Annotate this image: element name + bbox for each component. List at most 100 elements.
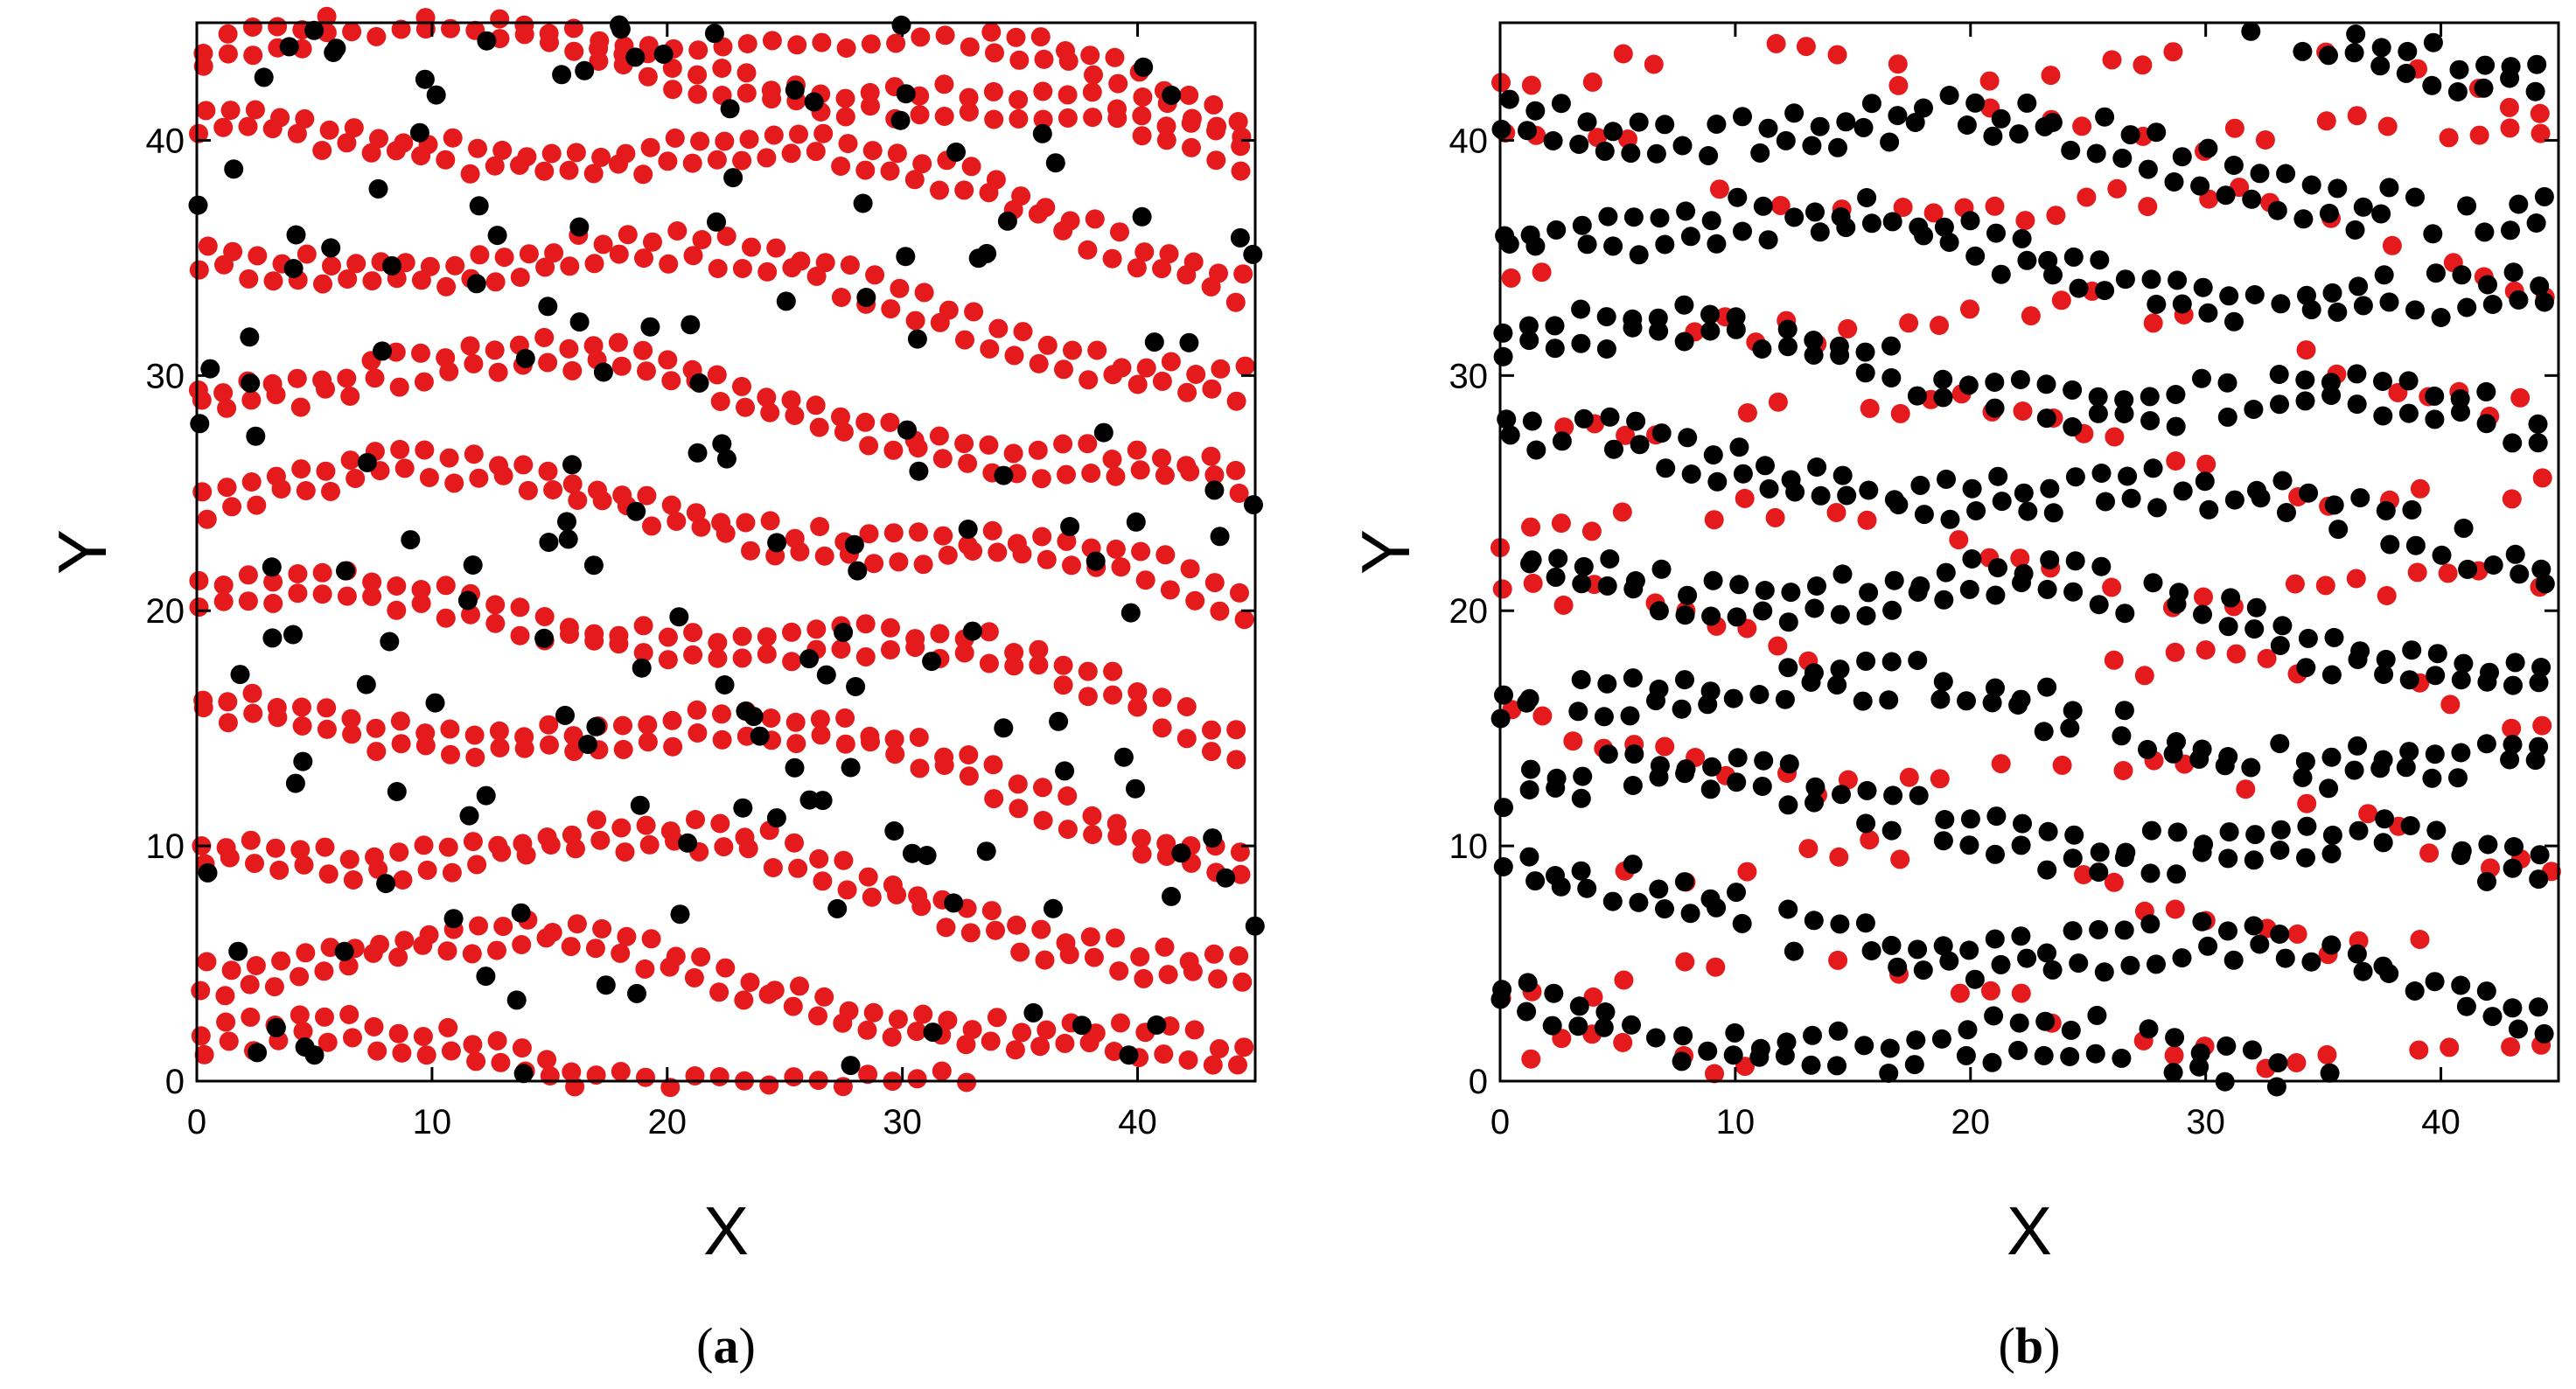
black-particle-point	[2272, 616, 2293, 636]
panel-label-a: (a)	[696, 1317, 756, 1374]
black-particle-point	[1888, 957, 1908, 977]
black-particle-point	[2064, 825, 2084, 845]
red-particle-point	[213, 591, 234, 611]
red-particle-point	[864, 554, 884, 574]
red-particle-point	[660, 1078, 681, 1098]
red-particle-point	[1614, 970, 1634, 990]
red-particle-point	[538, 352, 558, 373]
red-particle-point	[810, 517, 830, 536]
red-particle-point	[1234, 1037, 1254, 1057]
black-particle-point	[2448, 768, 2468, 788]
red-particle-point	[1899, 767, 1919, 787]
red-particle-point	[811, 725, 831, 745]
black-particle-point	[2218, 848, 2238, 869]
black-particle-point	[1936, 562, 1956, 583]
black-particle-point	[2069, 278, 2089, 298]
red-particle-point	[981, 901, 1002, 921]
black-particle-point	[2427, 644, 2447, 664]
red-particle-point	[1828, 950, 1848, 970]
red-particle-point	[2143, 313, 2163, 333]
black-particle-point	[2190, 1043, 2210, 1063]
red-particle-point	[222, 497, 242, 517]
red-particle-point	[1612, 502, 1632, 522]
red-particle-point	[781, 390, 801, 410]
black-particle-point	[1884, 490, 1904, 510]
black-particle-point	[884, 821, 904, 841]
black-particle-point	[2223, 156, 2244, 175]
red-particle-point	[2165, 899, 2185, 919]
black-particle-point	[2324, 495, 2344, 515]
black-particle-point	[2531, 658, 2552, 677]
red-particle-point	[1613, 1032, 1633, 1052]
red-particle-point	[1890, 403, 1910, 423]
red-particle-point	[1152, 371, 1172, 391]
black-particle-point	[1962, 549, 1982, 569]
red-particle-point	[1704, 510, 1724, 530]
black-particle-point	[2069, 953, 2089, 974]
black-particle-point	[1700, 321, 1721, 341]
black-particle-point	[1804, 345, 1824, 365]
red-particle-point	[880, 161, 900, 181]
black-particle-point	[2503, 262, 2524, 283]
black-particle-point	[1622, 1015, 1641, 1035]
red-particle-point	[2102, 577, 2122, 597]
black-particle-point	[2396, 757, 2416, 778]
red-particle-point	[492, 140, 513, 160]
red-particle-point	[467, 855, 487, 875]
black-particle-point	[2528, 414, 2548, 434]
black-particle-point	[1672, 136, 1693, 156]
red-particle-point	[292, 715, 312, 736]
black-particle-point	[1728, 187, 1748, 207]
red-particle-point	[954, 180, 974, 200]
red-particle-point	[2377, 586, 2397, 605]
red-particle-point	[707, 365, 727, 385]
red-particle-point	[1105, 47, 1125, 67]
black-particle-point	[2349, 820, 2369, 841]
red-particle-point	[1829, 847, 1849, 867]
black-particle-point	[538, 297, 558, 317]
red-particle-point	[364, 1016, 384, 1037]
red-particle-point	[366, 718, 386, 738]
black-particle-point	[293, 751, 313, 771]
red-particle-point	[708, 259, 728, 278]
black-particle-point	[1546, 866, 1565, 885]
black-particle-point	[286, 225, 306, 245]
red-particle-point	[189, 597, 209, 618]
black-particle-point	[2476, 414, 2496, 434]
black-particle-point	[1594, 707, 1614, 727]
red-particle-point	[1011, 186, 1031, 206]
red-particle-point	[420, 256, 440, 276]
black-particle-point	[1854, 1036, 1874, 1056]
black-particle-point	[1910, 576, 1930, 596]
red-particle-point	[859, 436, 879, 456]
black-particle-point	[283, 625, 303, 645]
black-particle-point	[1577, 112, 1597, 132]
black-particle-point	[1805, 777, 1826, 797]
black-particle-point	[1707, 471, 1728, 492]
red-particle-point	[1037, 1020, 1057, 1040]
red-particle-point	[1004, 346, 1024, 366]
black-particle-point	[2120, 955, 2140, 975]
red-particle-point	[666, 946, 686, 967]
red-particle-point	[1180, 559, 1200, 579]
black-particle-point	[1545, 339, 1565, 359]
black-particle-point	[2036, 408, 2056, 429]
red-particle-point	[1152, 448, 1171, 468]
black-particle-point	[2398, 41, 2418, 61]
black-particle-point	[2423, 224, 2443, 244]
red-particle-point	[1225, 460, 1246, 480]
red-particle-point	[2194, 587, 2213, 607]
black-particle-point	[2345, 220, 2365, 240]
red-particle-point	[783, 996, 803, 1016]
red-particle-point	[934, 747, 954, 767]
red-particle-point	[593, 234, 613, 255]
black-particle-point	[557, 512, 576, 532]
black-particle-point	[2063, 582, 2084, 602]
black-particle-point	[415, 69, 435, 89]
red-particle-point	[1010, 942, 1030, 962]
red-particle-point	[413, 1027, 433, 1046]
red-particle-point	[930, 624, 950, 644]
black-particle-point	[2270, 734, 2290, 754]
red-particle-point	[1158, 965, 1178, 985]
